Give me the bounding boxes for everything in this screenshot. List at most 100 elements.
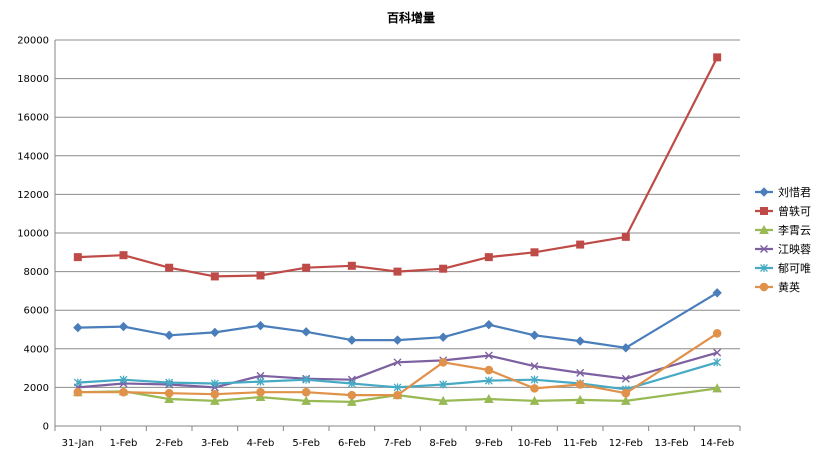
data-point [347, 379, 356, 388]
data-point [210, 389, 220, 399]
data-point [621, 374, 630, 383]
legend-marker [760, 264, 768, 272]
data-point [529, 330, 540, 340]
legend-marker [759, 224, 769, 234]
data-point [529, 395, 540, 405]
chart-title: 百科增量 [387, 10, 435, 25]
data-point [621, 388, 631, 398]
data-point [438, 395, 448, 405]
x-tick-label: 6-Feb [338, 438, 366, 449]
y-tick-label: 18000 [17, 74, 49, 85]
data-point [393, 267, 402, 276]
series-line [77, 387, 718, 403]
data-point [484, 376, 493, 385]
legend-marker [759, 282, 769, 292]
series-layer [73, 53, 723, 406]
data-point [165, 263, 174, 272]
data-point [484, 319, 494, 330]
data-point [530, 384, 539, 393]
data-point [119, 251, 128, 260]
data-point [620, 395, 631, 405]
data-point [209, 395, 220, 405]
data-point [256, 371, 265, 380]
series-line [77, 332, 718, 397]
series-0 [73, 288, 722, 353]
legend-marker [759, 187, 769, 197]
y-tick-label: 0 [43, 422, 49, 433]
data-point [210, 379, 219, 388]
grid-layer [55, 39, 740, 427]
data-point [575, 394, 586, 404]
data-point [118, 321, 129, 332]
data-point [438, 358, 448, 367]
x-tick-label: 11-Feb [563, 438, 597, 449]
data-point [347, 335, 357, 345]
data-point [347, 261, 356, 270]
data-point [712, 329, 722, 338]
data-point [576, 368, 585, 377]
x-tick-label: 8-Feb [429, 438, 457, 449]
data-point [210, 272, 219, 281]
data-point [347, 396, 357, 406]
data-point [393, 383, 402, 392]
data-point [164, 388, 174, 398]
legend-item: 郁可唯 [755, 261, 811, 275]
data-point [484, 253, 493, 262]
x-tick-label: 9-Feb [475, 438, 503, 449]
legend-item: 黄英 [755, 280, 800, 294]
y-tick-label: 16000 [17, 113, 49, 124]
x-tick-label: 5-Feb [292, 438, 320, 449]
data-point [347, 390, 357, 400]
data-point [73, 253, 82, 262]
data-point [484, 351, 493, 360]
series-line [77, 351, 718, 389]
data-point [713, 53, 722, 62]
data-point [621, 343, 631, 353]
legend-label: 江映蓉 [778, 243, 811, 256]
legend-marker [760, 245, 768, 253]
data-point [119, 387, 128, 397]
x-tick-label: 3-Feb [201, 438, 229, 449]
legend-label: 刘惜君 [778, 185, 811, 199]
data-point [302, 263, 311, 272]
y-tick-label: 10000 [17, 229, 49, 240]
y-tick-label: 12000 [17, 190, 49, 201]
y-tick-label: 4000 [24, 344, 49, 355]
data-point [301, 387, 311, 397]
legend-label: 曾轶可 [778, 204, 811, 218]
x-tick-label: 2-Feb [155, 438, 183, 449]
series-line [77, 56, 719, 278]
data-point [530, 362, 539, 371]
y-tick-label: 2000 [24, 383, 49, 394]
legend-item: 李霄云 [755, 223, 811, 237]
y-tick-label: 8000 [24, 267, 49, 278]
data-point [256, 377, 265, 386]
data-point [255, 391, 266, 402]
legend-label: 李霄云 [778, 223, 811, 237]
x-tick-label: 1-Feb [110, 438, 138, 449]
series-line [77, 291, 718, 349]
data-point [165, 378, 174, 387]
x-tick-label: 4-Feb [247, 438, 275, 449]
data-point [301, 327, 311, 337]
legend-label: 黄英 [778, 280, 800, 294]
y-tick-label: 14000 [17, 151, 49, 162]
legend-item: 刘惜君 [755, 185, 811, 199]
data-point [713, 348, 722, 357]
data-point [393, 358, 402, 367]
data-point [393, 390, 402, 400]
data-point [302, 375, 311, 384]
data-point [484, 393, 494, 403]
data-point [439, 380, 448, 389]
data-point [576, 240, 585, 249]
data-point [210, 327, 220, 338]
data-point [256, 271, 265, 280]
series-5 [73, 329, 722, 400]
data-point [530, 375, 539, 384]
y-tick-label: 20000 [17, 36, 49, 47]
data-point [575, 380, 585, 389]
data-point [73, 378, 82, 387]
data-point [575, 336, 585, 346]
